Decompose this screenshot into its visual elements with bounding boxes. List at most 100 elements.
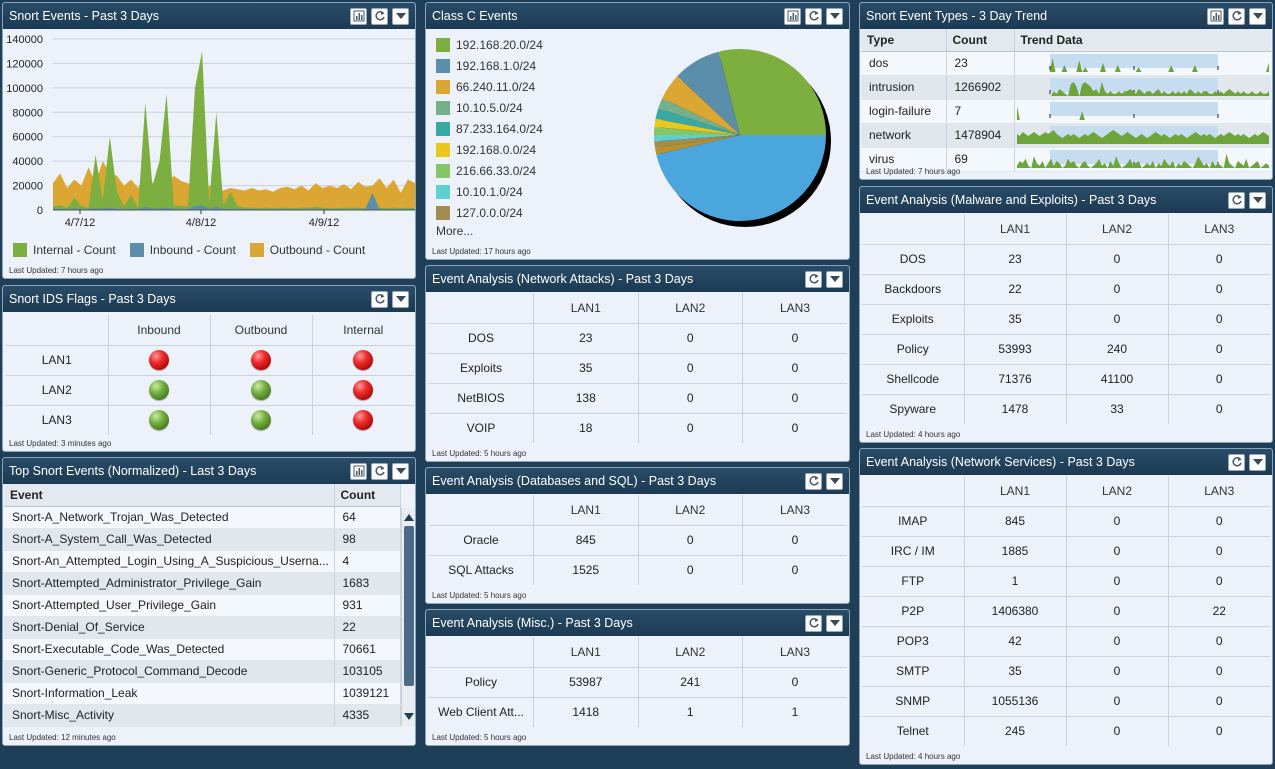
internal-area[interactable] [53, 51, 415, 211]
column-header-trend[interactable]: Trend Data [1014, 29, 1271, 52]
list-item[interactable]: Snort-An_Attempted_Login_Using_A_Suspici… [4, 550, 401, 573]
refresh-button[interactable] [805, 472, 822, 490]
table-row: DOS 23 0 0 [429, 323, 847, 354]
refresh-button[interactable] [1228, 7, 1245, 25]
legend-outbound[interactable]: Outbound - Count [249, 239, 365, 260]
dropdown-button[interactable] [826, 472, 843, 490]
event-count: 1478904 [946, 123, 1015, 148]
flag-red-icon[interactable] [353, 380, 374, 400]
legend-item[interactable]: 192.168.20.0/24 [436, 34, 543, 55]
dropdown-button[interactable] [392, 290, 409, 308]
list-item[interactable]: Snort-Attempted_Administrator_Privilege_… [4, 572, 401, 595]
column-header-event[interactable]: Event [4, 484, 335, 507]
row-label: Telnet [862, 716, 965, 746]
list-item[interactable]: Snort-A_System_Call_Was_Detected 98 [4, 528, 401, 551]
legend-inbound[interactable]: Inbound - Count [129, 239, 236, 260]
flag-green-icon[interactable] [251, 380, 271, 400]
pie-slice[interactable] [654, 126, 740, 135]
legend-item[interactable]: 192.168.1.0/24 [436, 55, 543, 76]
legend-label: 192.168.20.0/24 [456, 37, 543, 52]
legend-item[interactable]: 66.240.11.0/24 [436, 76, 543, 97]
dropdown-button[interactable] [826, 270, 843, 288]
row-label: IMAP [862, 506, 965, 537]
dropdown-button[interactable] [1249, 453, 1266, 471]
flag-red-icon[interactable] [251, 350, 271, 370]
column-header-count[interactable]: Count [946, 29, 1015, 52]
pie-slice[interactable] [677, 51, 740, 136]
more-link[interactable]: More... [436, 224, 474, 238]
pie-slice[interactable] [658, 98, 740, 135]
list-item[interactable]: Snort-Executable_Code_Was_Detected 70661 [4, 638, 401, 661]
flag-green-icon[interactable] [251, 410, 271, 431]
pie-slice[interactable] [718, 48, 826, 135]
legend-item[interactable]: 10.10.1.0/24 [436, 181, 543, 202]
table-row[interactable]: login-failure 7 [861, 99, 1271, 124]
list-item[interactable]: Snort-Attempted_User_Privilege_Gain 931 [4, 594, 401, 617]
table-row[interactable]: network 1478904 [861, 123, 1271, 148]
legend-item[interactable]: 216.66.33.0/24 [436, 160, 543, 181]
chart-view-button[interactable] [784, 7, 801, 25]
inbound-area[interactable] [53, 192, 415, 210]
chart-view-button[interactable] [1207, 7, 1224, 25]
legend-item[interactable]: 10.10.5.0/24 [436, 97, 543, 118]
list-item[interactable]: Snort-Misc_Activity 4335 [4, 704, 401, 727]
pie-slice[interactable] [654, 135, 740, 142]
column-header: LAN2 [1066, 476, 1169, 507]
dropdown-button[interactable] [392, 462, 409, 480]
refresh-button[interactable] [805, 7, 822, 25]
x-tick-label: 4/7/12 [65, 217, 96, 229]
table-row: SNMP 1055136 0 0 [862, 686, 1270, 717]
refresh-button[interactable] [805, 614, 822, 632]
flag-green-icon[interactable] [149, 380, 169, 400]
list-item[interactable]: Snort-A_Network_Trojan_Was_Detected 64 [4, 506, 401, 529]
column-header-count[interactable]: Count [334, 484, 401, 507]
refresh-button[interactable] [1228, 453, 1245, 471]
table-row[interactable]: virus 69 [861, 147, 1271, 172]
refresh-button[interactable] [1228, 191, 1245, 209]
flag-red-icon[interactable] [353, 350, 374, 370]
flag-green-icon[interactable] [149, 410, 169, 431]
pie-slice[interactable] [655, 108, 740, 135]
dropdown-button[interactable] [826, 7, 843, 25]
dropdown-button[interactable] [1249, 191, 1266, 209]
last-updated: Last Updated: 5 hours ago [432, 449, 527, 458]
pie-slice[interactable] [654, 135, 740, 148]
scroll-down-icon[interactable] [402, 711, 416, 723]
flag-red-icon[interactable] [149, 350, 169, 370]
refresh-button[interactable] [371, 462, 388, 480]
refresh-button[interactable] [371, 290, 388, 308]
list-item[interactable]: Snort-Generic_Protocol_Command_Decode 103… [4, 660, 401, 683]
panel-title: Snort Events - Past 3 Days [9, 9, 160, 23]
scroll-up-icon[interactable] [402, 511, 416, 523]
flag-red-icon[interactable] [353, 410, 374, 431]
list-item[interactable]: Snort-Denial_Of_Service 22 [4, 616, 401, 639]
dropdown-button[interactable] [1249, 7, 1266, 25]
legend-item[interactable]: 87.233.164.0/24 [436, 118, 543, 139]
pie-slice[interactable] [654, 118, 740, 135]
event-name: Snort-Attempted_User_Privilege_Gain [4, 594, 335, 617]
legend-internal[interactable]: Internal - Count [13, 239, 116, 260]
pie-slice[interactable] [662, 76, 740, 135]
scrollbar-thumb[interactable] [404, 526, 414, 686]
table-row[interactable]: intrusion 1266902 [861, 75, 1271, 100]
chart-icon [353, 465, 364, 477]
column-header-type[interactable]: Type [861, 29, 947, 52]
table-cell: 0 [1066, 506, 1169, 537]
table-cell: 0 [1168, 364, 1270, 395]
dropdown-button[interactable] [826, 614, 843, 632]
chart-view-button[interactable] [350, 7, 367, 25]
list-item[interactable]: Snort-Information_Leak 1039121 [4, 682, 401, 705]
refresh-button[interactable] [371, 7, 388, 25]
chart-view-button[interactable] [350, 462, 367, 480]
pie-slice[interactable] [656, 135, 826, 222]
scrollbar[interactable] [401, 508, 415, 726]
legend-item[interactable]: 192.168.0.0/24 [436, 139, 543, 160]
column-header: LAN2 [1066, 214, 1169, 245]
legend-item[interactable]: 127.0.0.0/24 [436, 202, 543, 223]
table-row[interactable]: dos 23 [861, 51, 1271, 76]
dropdown-button[interactable] [392, 7, 409, 25]
row-label: Exploits [862, 304, 965, 335]
table-row: Spyware 1478 33 0 [862, 394, 1270, 424]
refresh-button[interactable] [805, 270, 822, 288]
pie-slice[interactable] [654, 135, 740, 155]
